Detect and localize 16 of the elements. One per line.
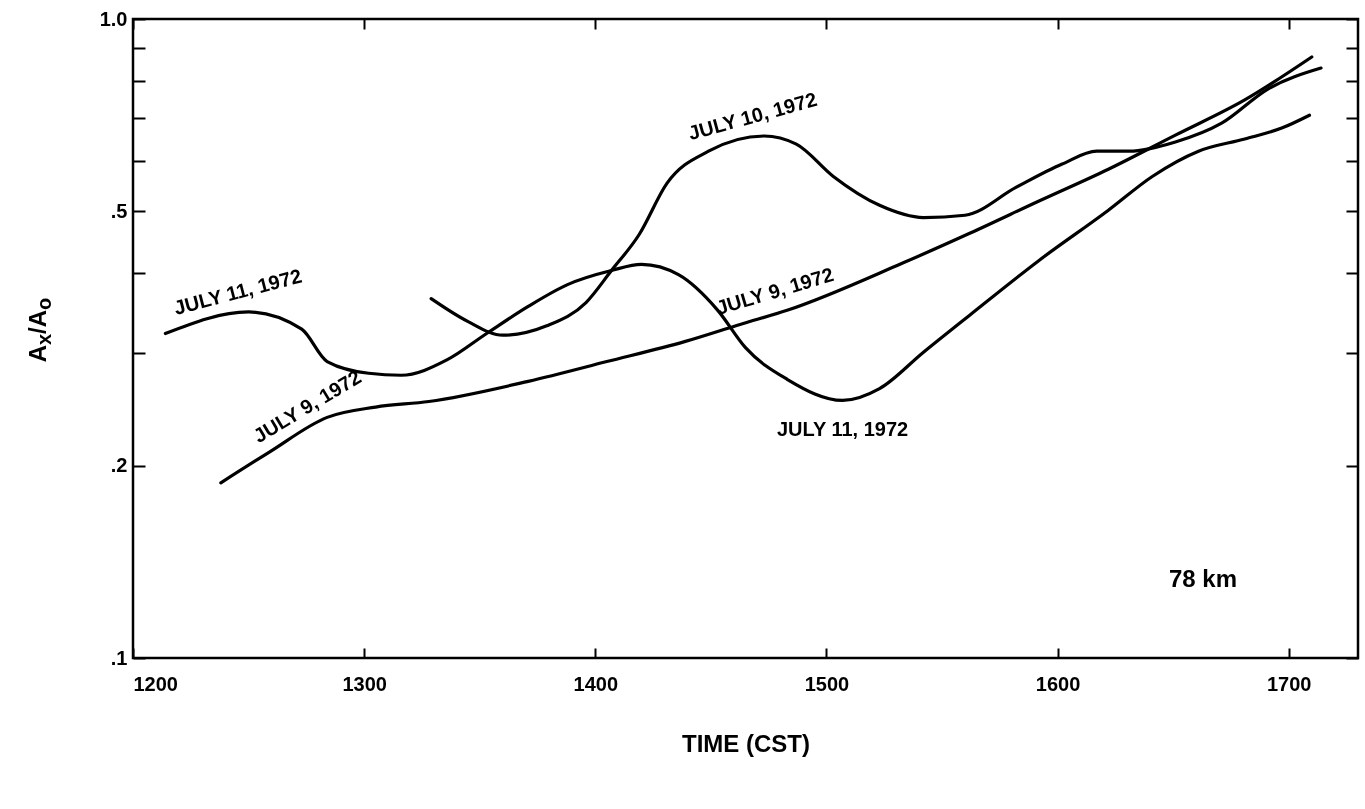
x-axis-title: TIME (CST) xyxy=(682,729,810,757)
y-tick-label: .1 xyxy=(110,646,128,669)
x-tick-label: 1300 xyxy=(342,672,387,695)
annotation: JULY 9, 1972 xyxy=(713,263,836,319)
annotation: JULY 11, 1972 xyxy=(776,418,909,441)
annotation: JULY 11, 1972 xyxy=(171,264,304,319)
x-tick-label: 1700 xyxy=(1266,672,1312,695)
x-tick-label: 1200 xyxy=(133,672,178,695)
x-tick-label: 1400 xyxy=(573,672,619,695)
y-tick-label: 1.0 xyxy=(99,7,128,30)
x-tick-label: 1600 xyxy=(1035,672,1081,695)
annotation: JULY 10, 1972 xyxy=(685,88,820,145)
y-tick-label: .2 xyxy=(110,454,128,477)
x-tick-label: 1500 xyxy=(804,672,850,695)
y-tick-label: .5 xyxy=(110,199,128,222)
annotation: 78 km xyxy=(1168,565,1238,592)
